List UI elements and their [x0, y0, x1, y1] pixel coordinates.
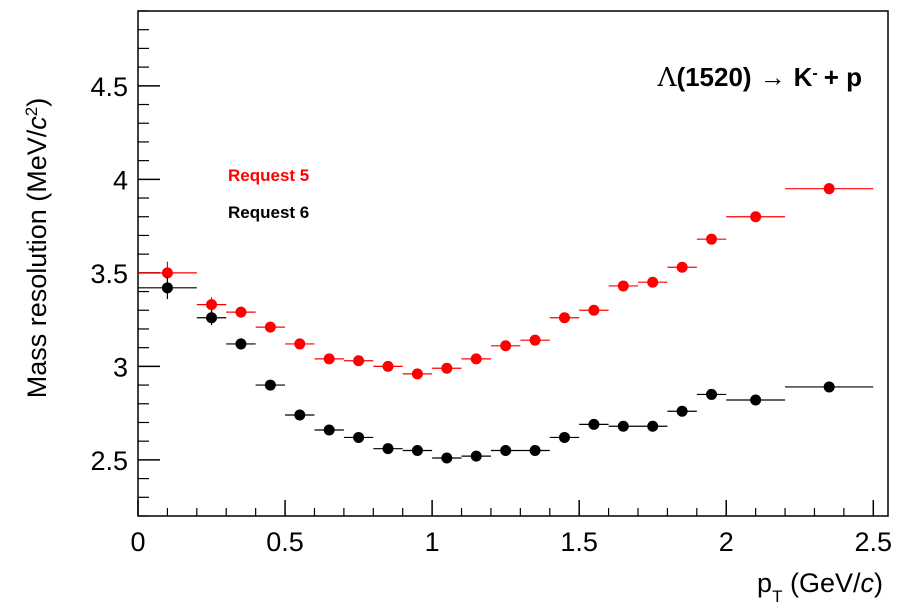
- y-tick-label: 4: [113, 165, 128, 195]
- data-point: [750, 211, 762, 223]
- y-axis-title: Mass resolution (MeV/c2): [22, 98, 53, 399]
- data-point: [353, 431, 365, 443]
- decay-annotation: Λ(1520) → K- + p: [657, 62, 862, 93]
- data-point: [647, 276, 659, 288]
- data-point: [161, 282, 173, 294]
- data-point: [588, 304, 600, 316]
- data-point: [264, 379, 276, 391]
- x-tick-label: 0: [130, 527, 145, 557]
- x-tick-label: 0.5: [266, 527, 304, 557]
- y-tick-labels: 2.5 3 3.5 4 4.5: [90, 72, 128, 476]
- data-point: [529, 334, 541, 346]
- data-point: [500, 445, 512, 457]
- data-point: [323, 353, 335, 365]
- data-point: [823, 381, 835, 393]
- legend-entry-request-6: Request 6: [228, 203, 309, 222]
- data-point: [617, 420, 629, 432]
- data-point: [558, 431, 570, 443]
- data-point: [294, 409, 306, 421]
- data-point: [382, 443, 394, 455]
- x-tick-labels: 0 0.5 1 1.5 2 2.5: [130, 527, 892, 557]
- data-point: [676, 405, 688, 417]
- data-point: [558, 312, 570, 324]
- y-tick-label: 2.5: [90, 446, 128, 476]
- data-point: [588, 418, 600, 430]
- data-point: [441, 452, 453, 464]
- data-point: [706, 388, 718, 400]
- data-point: [353, 355, 365, 367]
- y-tick-label: 4.5: [90, 72, 128, 102]
- x-tick-label: 1.5: [560, 527, 598, 557]
- x-tick-label: 2: [719, 527, 734, 557]
- data-point: [529, 445, 541, 457]
- data-point: [206, 299, 218, 311]
- data-point: [235, 338, 247, 350]
- data-point: [470, 353, 482, 365]
- data-point: [264, 321, 276, 333]
- data-point: [382, 360, 394, 372]
- data-point: [441, 362, 453, 374]
- data-point: [647, 420, 659, 432]
- data-point: [323, 424, 335, 436]
- legend-entry-request-5: Request 5: [228, 166, 309, 185]
- data-point: [676, 261, 688, 273]
- data-point: [294, 338, 306, 350]
- data-series: [138, 183, 874, 464]
- data-point: [470, 450, 482, 462]
- major-ticks: [137, 85, 875, 516]
- data-point: [500, 340, 512, 352]
- y-tick-label: 3: [113, 352, 128, 382]
- data-point: [706, 233, 718, 245]
- data-point: [161, 267, 173, 279]
- series-request-6: [138, 276, 874, 464]
- data-point: [411, 445, 423, 457]
- data-point: [617, 280, 629, 292]
- minor-ticks: [138, 10, 845, 517]
- plot-frame: [137, 10, 889, 517]
- x-tick-label: 1: [425, 527, 440, 557]
- data-point: [411, 368, 423, 380]
- y-tick-label: 3.5: [90, 259, 128, 289]
- data-point: [206, 312, 218, 324]
- series-request-5: [138, 183, 874, 380]
- data-point: [823, 183, 835, 195]
- data-point: [750, 394, 762, 406]
- x-axis-title: pT (GeV/c): [757, 568, 883, 606]
- x-tick-label: 2.5: [855, 527, 893, 557]
- data-point: [235, 306, 247, 318]
